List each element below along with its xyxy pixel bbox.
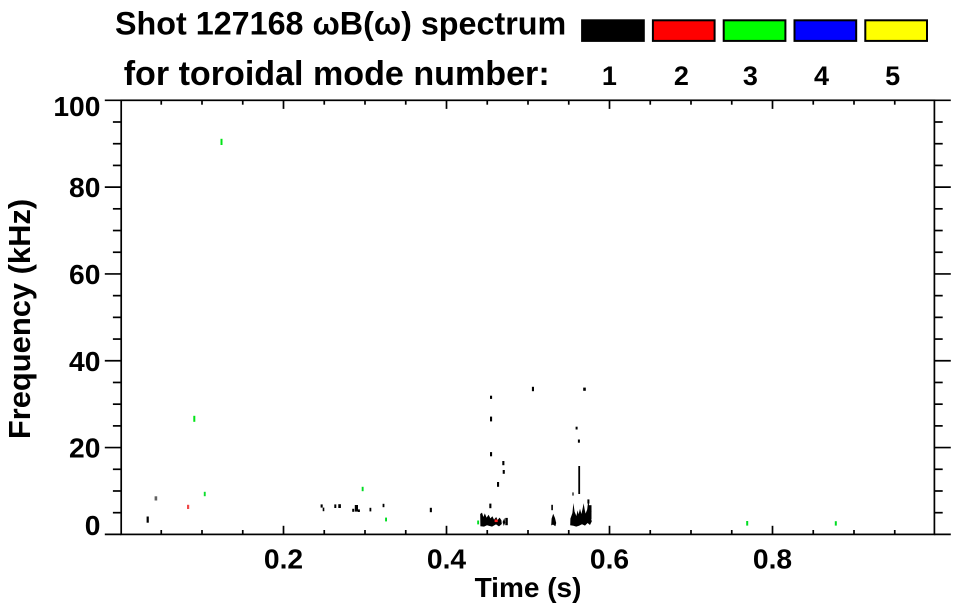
svg-text:1: 1 [602, 61, 617, 91]
svg-text:Frequency (kHz): Frequency (kHz) [2, 199, 37, 439]
svg-text:100: 100 [53, 90, 100, 122]
svg-text:80: 80 [69, 171, 100, 203]
svg-text:Shot 127168 ωB(ω) spectrum: Shot 127168 ωB(ω) spectrum [115, 6, 566, 42]
svg-text:4: 4 [814, 61, 829, 91]
svg-text:0.2: 0.2 [264, 543, 303, 575]
svg-text:2: 2 [674, 61, 689, 91]
svg-text:3: 3 [743, 61, 758, 91]
svg-text:Time (s): Time (s) [475, 572, 582, 603]
svg-text:40: 40 [69, 345, 100, 377]
svg-text:0.6: 0.6 [590, 543, 629, 575]
svg-text:0: 0 [85, 509, 101, 541]
svg-text:20: 20 [69, 432, 100, 464]
svg-text:for toroidal mode number:: for toroidal mode number: [124, 55, 550, 93]
svg-text:0.8: 0.8 [753, 543, 792, 575]
svg-text:60: 60 [69, 258, 100, 290]
svg-text:5: 5 [885, 61, 900, 91]
svg-text:0.4: 0.4 [427, 543, 467, 575]
